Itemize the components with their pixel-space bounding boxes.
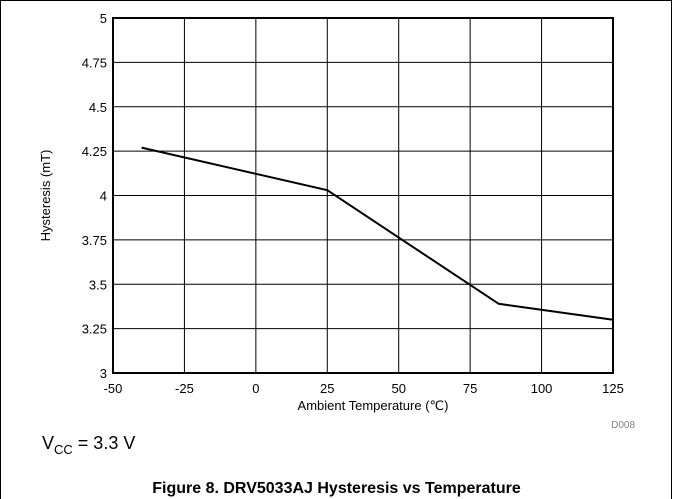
y-tick-label: 4.25 <box>82 144 107 159</box>
plot-border <box>112 17 614 374</box>
x-tick-label: -25 <box>175 381 194 396</box>
test-condition: VCC = 3.3 V <box>42 433 136 457</box>
y-tick-label: 3.5 <box>89 277 107 292</box>
condition-value: = 3.3 V <box>72 433 136 453</box>
x-tick-label: 25 <box>320 381 334 396</box>
x-tick-label: 50 <box>391 381 405 396</box>
condition-var: V <box>42 433 55 453</box>
condition-subscript: CC <box>54 442 73 457</box>
x-tick-label: 100 <box>531 381 553 396</box>
y-axis-title: Hysteresis (mT) <box>38 150 53 242</box>
series-line <box>141 146 614 321</box>
y-tick-label: 3.25 <box>82 322 107 337</box>
figure-code: D008 <box>611 420 635 431</box>
x-tick-labels: -50 -25 0 25 50 75 100 125 <box>104 381 624 396</box>
x-tick-label: 125 <box>602 381 624 396</box>
y-tick-labels: 3 3.25 3.5 3.75 4 4.25 4.5 4.75 5 <box>82 11 107 381</box>
y-tick-label: 4 <box>100 189 107 204</box>
y-tick-label: 4.75 <box>82 55 107 70</box>
y-tick-label: 4.5 <box>89 100 107 115</box>
x-tick-label: 75 <box>463 381 477 396</box>
plot-grid <box>112 17 614 374</box>
x-axis-title: Ambient Temperature (℃) <box>298 398 449 413</box>
x-tick-label: -50 <box>104 381 123 396</box>
x-tick-label: 0 <box>252 381 259 396</box>
y-tick-label: 3 <box>100 366 107 381</box>
hysteresis-chart: -50 -25 0 25 50 75 100 125 3 3.25 3.5 3.75 4 4.25 4.5… <box>38 11 635 431</box>
y-tick-label: 5 <box>100 11 107 26</box>
figure-caption: Figure 8. DRV5033AJ Hysteresis vs Temper… <box>152 480 521 497</box>
y-tick-label: 3.75 <box>82 233 107 248</box>
